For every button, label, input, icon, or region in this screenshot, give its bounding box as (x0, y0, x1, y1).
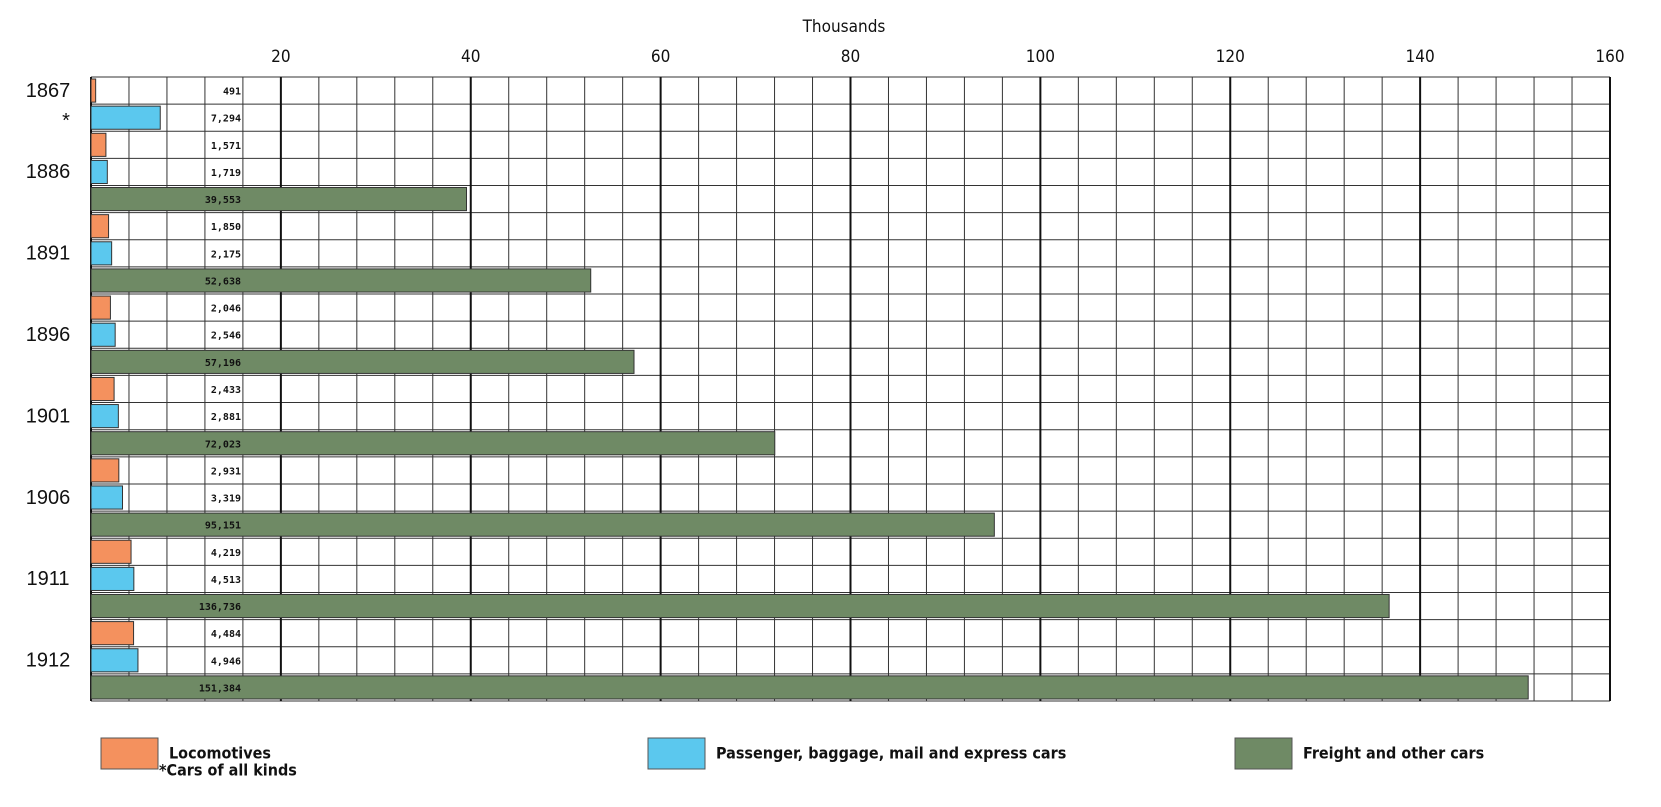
legend-swatch (100, 737, 159, 770)
value-label: 136,736 (199, 602, 241, 613)
legend-label: Passenger, baggage, mail and express car… (716, 744, 1066, 763)
value-label: 1,719 (211, 168, 241, 179)
value-label: 2,881 (211, 412, 241, 423)
value-label: 2,433 (211, 385, 241, 396)
bar (90, 675, 1529, 700)
legend-label: Locomotives (169, 744, 271, 763)
value-label: 39,553 (205, 195, 241, 206)
bar (90, 566, 135, 591)
y-tick-label: 1911 (26, 568, 69, 590)
bar (90, 539, 132, 564)
legend-swatch (1234, 737, 1293, 770)
value-label: 57,196 (205, 358, 241, 369)
x-tick-label: 140 (1406, 47, 1435, 67)
bar (90, 268, 592, 293)
bar (90, 458, 120, 483)
bar (90, 512, 995, 537)
bar (90, 322, 116, 347)
y-tick-label: 1906 (26, 487, 71, 509)
bar (90, 214, 110, 239)
y-tick-label: 1896 (26, 324, 71, 346)
y-tick-label: 1867 (26, 80, 71, 102)
x-tick-label: 120 (1216, 47, 1245, 67)
legend-label: Freight and other cars (1303, 744, 1484, 763)
x-tick-label: 100 (1026, 47, 1055, 67)
value-label: 52,638 (205, 276, 241, 287)
bar (90, 648, 139, 673)
bar (90, 431, 776, 456)
value-label: 2,175 (211, 249, 241, 260)
bar (90, 187, 468, 212)
x-tick-label: 60 (651, 47, 670, 67)
bar (90, 621, 135, 646)
bar (90, 132, 107, 157)
value-label: 2,046 (211, 304, 241, 315)
value-label: 95,151 (205, 521, 241, 532)
bar (90, 349, 635, 374)
value-label: 3,319 (211, 494, 241, 505)
x-tick-label: 40 (461, 47, 480, 67)
legend-swatch (647, 737, 706, 770)
value-label: 4,513 (211, 575, 241, 586)
value-label: 151,384 (199, 683, 241, 694)
value-label: 72,023 (205, 439, 241, 450)
bar (90, 593, 1390, 619)
x-tick-label: 160 (1595, 47, 1624, 67)
y-tick-label: 1912 (26, 650, 71, 672)
bar (90, 241, 113, 266)
x-tick-label: 80 (841, 47, 860, 67)
value-label: 7,294 (211, 114, 241, 125)
value-label: 4,219 (211, 548, 241, 559)
y-tick-label: 1901 (26, 405, 71, 427)
bar (90, 78, 97, 103)
value-label: 1,850 (211, 222, 241, 233)
value-label: 4,484 (211, 629, 241, 640)
bar (90, 485, 124, 510)
bar (90, 159, 108, 185)
value-label: 4,946 (211, 656, 241, 667)
value-label: 2,546 (211, 331, 241, 342)
bar (90, 105, 161, 130)
value-label: 2,931 (211, 466, 241, 477)
y-tick-label: 1886 (26, 161, 71, 183)
y-tick-label: 1891 (26, 243, 71, 265)
axis-title: Thousands (802, 17, 886, 37)
value-label: 491 (223, 87, 241, 98)
footnote: *Cars of all kinds (159, 761, 297, 780)
category-note: * (62, 110, 70, 132)
value-label: 1,571 (211, 141, 241, 152)
bar (90, 376, 115, 402)
bar (90, 295, 111, 320)
x-tick-label: 20 (271, 47, 290, 67)
bar (90, 404, 119, 429)
